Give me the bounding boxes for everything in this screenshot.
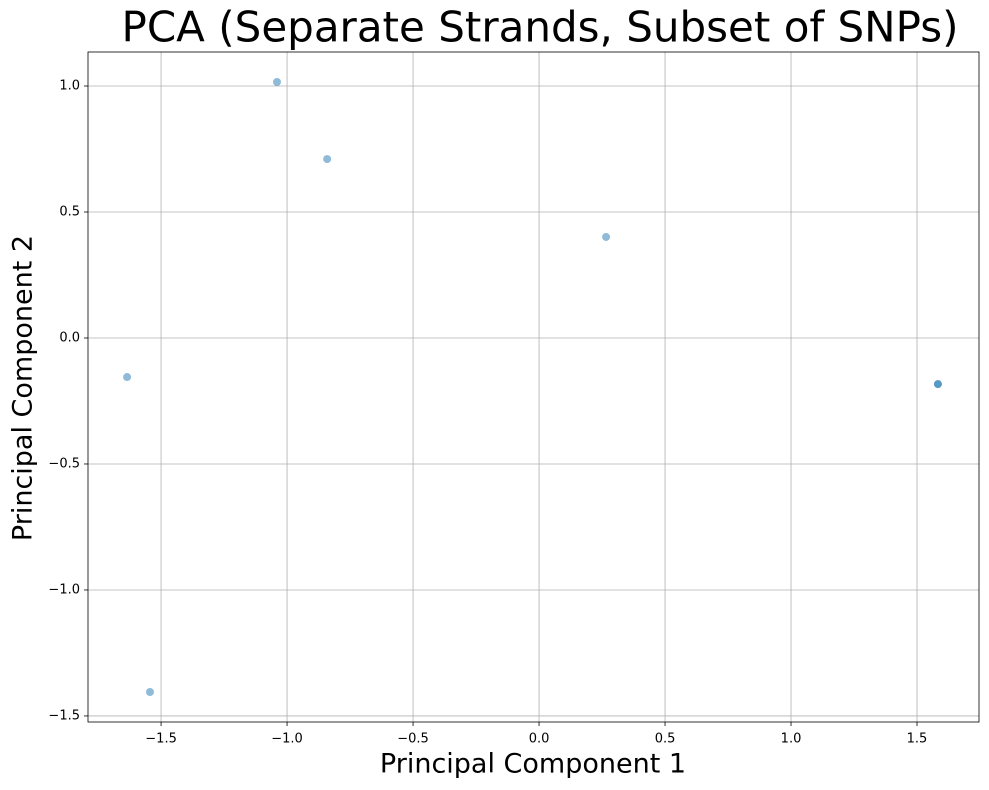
x-tick-label: −1.5: [145, 732, 177, 747]
chart-title: PCA (Separate Strands, Subset of SNPs): [122, 3, 959, 52]
y-tick-label: 1.0: [59, 79, 80, 94]
y-tick-label: −0.5: [48, 456, 80, 471]
point: [123, 373, 132, 382]
y-tick-label: 0.0: [59, 330, 80, 345]
x-tick-label: 0.0: [529, 732, 550, 747]
point: [602, 232, 611, 241]
point: [145, 688, 154, 697]
y-tick-label: −1.5: [48, 708, 80, 723]
x-axis-label: Principal Component 1: [380, 749, 686, 780]
y-tick-label: 0.5: [59, 205, 80, 220]
x-tick-label: 1.0: [781, 732, 802, 747]
x-tick-label: 1.5: [907, 732, 928, 747]
x-tick-label: −0.5: [397, 732, 429, 747]
y-axis-label: Principal Component 2: [8, 235, 39, 541]
y-tick-label: −1.0: [48, 582, 80, 597]
point: [323, 155, 332, 164]
plot-frame: [87, 51, 980, 723]
point: [272, 77, 281, 86]
point: [933, 380, 942, 389]
x-tick-label: 0.5: [655, 732, 676, 747]
x-tick-label: −1.0: [271, 732, 303, 747]
